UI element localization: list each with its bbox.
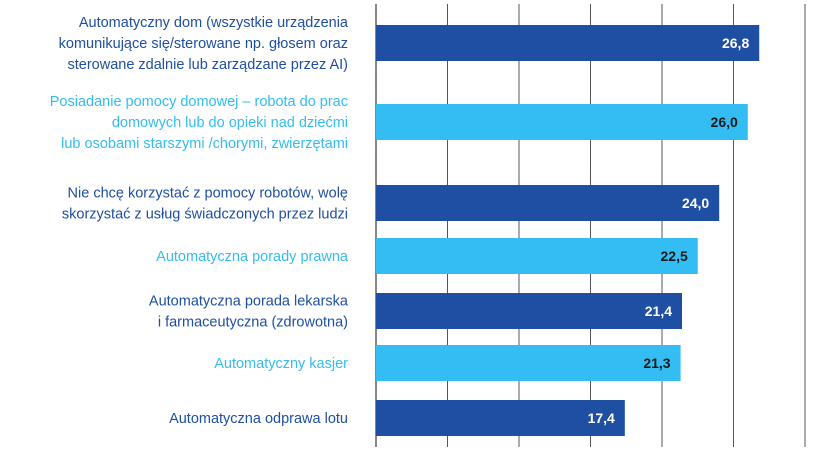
value-label: 26,8 xyxy=(722,35,749,51)
value-labels: 26,8 26,0 24,0 22,5 21,4 21,3 17,4 xyxy=(588,35,750,426)
category-label-line: Automatyczny kasjer xyxy=(214,356,348,372)
category-label-line: skorzystać z usług świadczonych przez lu… xyxy=(62,207,348,223)
category-label: Automatyczny dom (wszystkie urządzenia ko… xyxy=(59,15,349,73)
value-label: 26,0 xyxy=(711,114,738,130)
category-label-line: Automatyczna odprawa lotu xyxy=(169,411,348,427)
category-label-line: Automatyczny dom (wszystkie urządzenia xyxy=(79,15,349,31)
bar xyxy=(376,25,760,61)
category-label: Automatyczna porada lekarska i farmaceuty… xyxy=(149,294,349,331)
value-label: 17,4 xyxy=(588,410,615,426)
category-label-line: komunikujące się/sterowane np. głosem or… xyxy=(59,36,348,52)
category-label: Nie chcę korzystać z pomocy robotów, wol… xyxy=(62,186,348,223)
category-label-line: Nie chcę korzystać z pomocy robotów, wol… xyxy=(68,186,348,202)
bar xyxy=(376,345,681,381)
category-label-line: Automatyczna porada lekarska xyxy=(149,294,349,310)
bar xyxy=(376,104,748,140)
category-label: Automatyczna odprawa lotu xyxy=(169,411,348,427)
category-label-line: Automatyczna porady prawna xyxy=(156,249,349,265)
bar xyxy=(376,293,683,329)
value-label: 21,3 xyxy=(643,355,670,371)
value-label: 22,5 xyxy=(661,248,688,264)
category-label: Automatyczny kasjer xyxy=(214,356,348,372)
value-label: 21,4 xyxy=(645,303,672,319)
category-label: Automatyczna porady prawna xyxy=(156,249,349,265)
category-label-line: domowych lub do opieki nad dziećmi xyxy=(112,115,348,131)
category-label-line: i farmaceutyczna (zdrowotna) xyxy=(158,315,348,331)
value-label: 24,0 xyxy=(682,195,709,211)
category-label: Posiadanie pomocy domowej – robota do pr… xyxy=(50,94,348,152)
category-labels: Automatyczny dom (wszystkie urządzenia ko… xyxy=(50,15,349,427)
bar xyxy=(376,185,720,221)
category-label-line: sterowane zdalnie lub zarządzane przez A… xyxy=(68,57,349,73)
bar xyxy=(376,238,698,274)
bar xyxy=(376,400,625,436)
category-label-line: lub osobami starszymi /chorymi, zwierzęt… xyxy=(61,136,348,152)
bars xyxy=(376,25,760,436)
category-label-line: Posiadanie pomocy domowej – robota do pr… xyxy=(50,94,348,110)
